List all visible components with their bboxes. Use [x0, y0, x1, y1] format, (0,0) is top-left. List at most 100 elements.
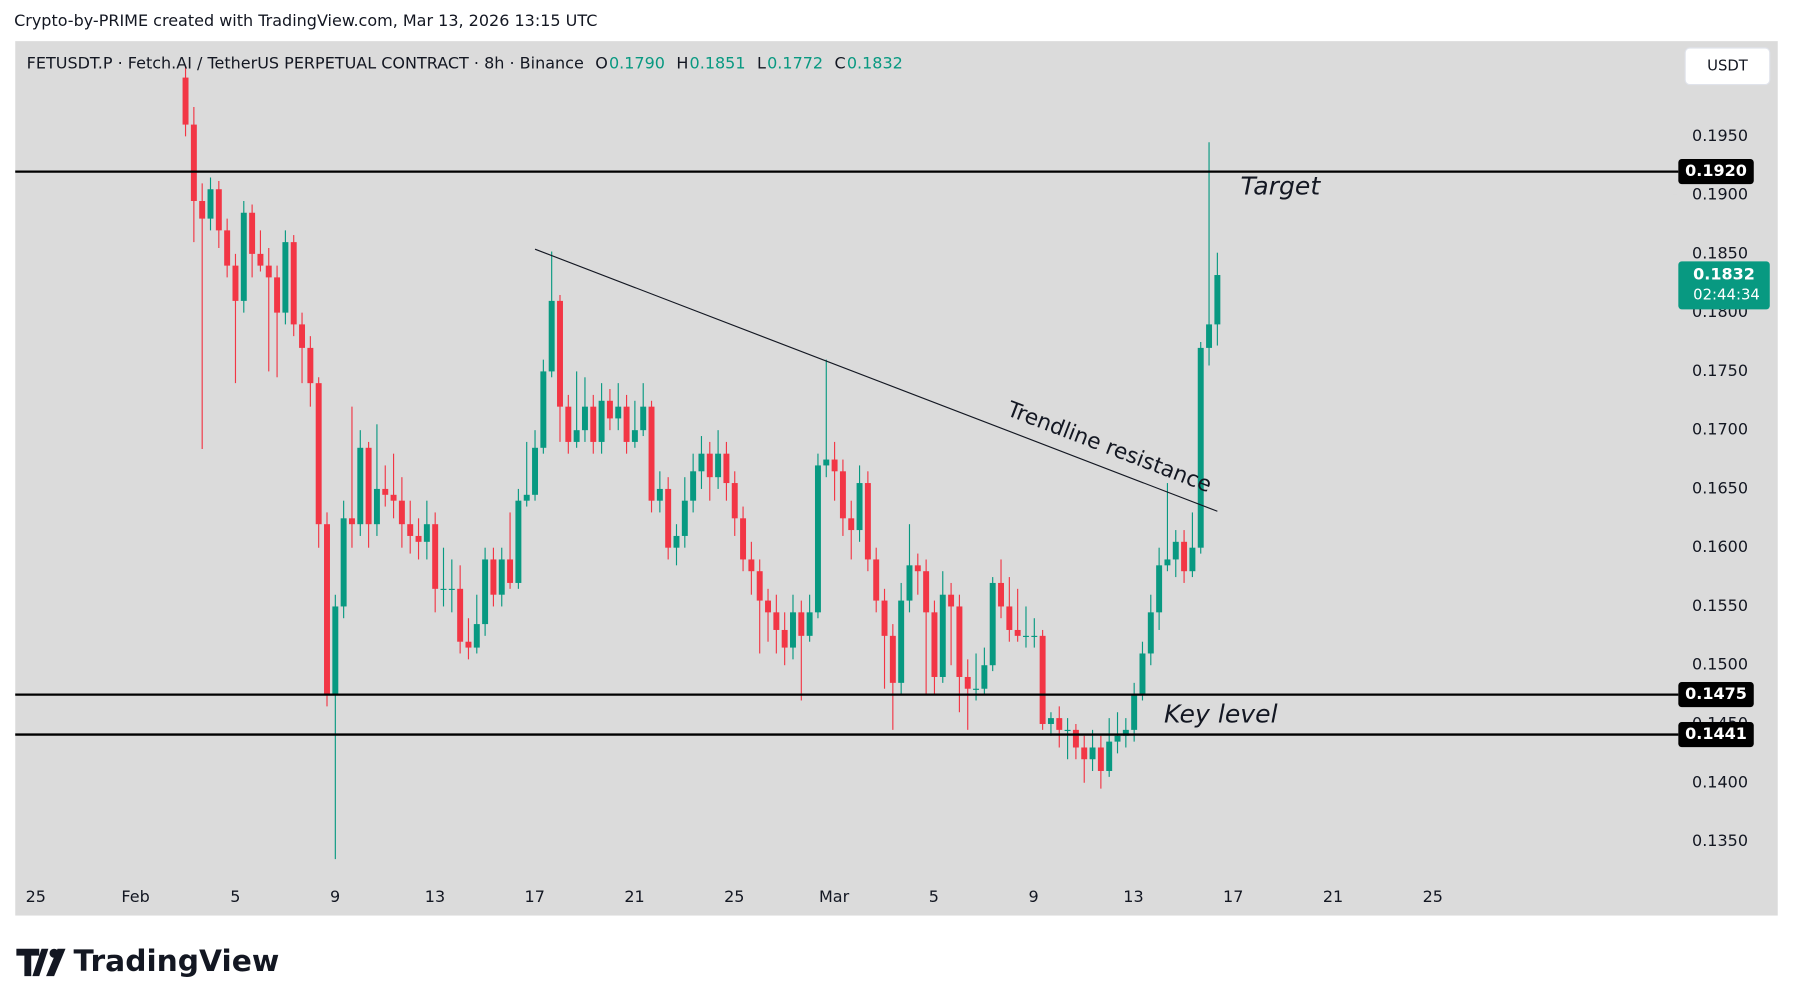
annotation: Key level: [1164, 700, 1278, 729]
candle-body: [864, 483, 871, 560]
candle-body: [398, 500, 405, 525]
candle-body: [482, 559, 489, 625]
candle-body: [615, 406, 622, 419]
candle-body: [1031, 635, 1038, 637]
candle-body: [1181, 541, 1188, 572]
price-tag: [1678, 261, 1770, 310]
candle-body: [540, 371, 547, 448]
x-tick-label: 5: [230, 887, 240, 906]
candle-body: [1214, 275, 1221, 325]
x-tick-label: 13: [425, 887, 445, 906]
candle-body: [598, 400, 605, 442]
candle-body: [532, 447, 539, 495]
candle-body: [740, 518, 747, 560]
x-tick-label: 25: [724, 887, 744, 906]
candle-body: [1164, 559, 1171, 566]
x-tick-label: 9: [330, 887, 340, 906]
currency-button[interactable]: [1684, 47, 1771, 86]
level-tag: [1678, 721, 1754, 748]
candle-body: [665, 488, 672, 548]
trendline: [534, 248, 1218, 512]
ohlc-key: L: [757, 54, 766, 73]
y-tick-label: 0.1750: [1692, 361, 1748, 380]
candle-body: [523, 494, 530, 501]
candle-body: [432, 524, 439, 589]
candle-body: [814, 465, 821, 613]
candle-body: [515, 500, 522, 583]
candle-body: [981, 665, 988, 689]
candle-body: [698, 453, 705, 472]
level-label: 0.1441: [1685, 724, 1747, 743]
candle-body: [1114, 735, 1121, 742]
y-tick-label: 0.1850: [1692, 243, 1748, 262]
candle-body: [1006, 606, 1013, 630]
candle-body: [348, 518, 355, 525]
ohlc-value: 0.1790: [609, 54, 665, 73]
candle-body: [948, 594, 955, 607]
y-tick-label: 0.1600: [1692, 537, 1748, 556]
y-tick-label: 0.1350: [1692, 831, 1748, 850]
candle-body: [498, 559, 505, 595]
candle-body: [964, 676, 971, 689]
candle-body: [332, 606, 339, 695]
x-tick-label: 9: [1029, 887, 1039, 906]
candle-body: [873, 559, 880, 601]
x-tick-label: 17: [1223, 887, 1243, 906]
candle-body: [781, 629, 788, 648]
candle-body: [881, 600, 888, 636]
symbol: FETUSDT.P · Fetch.AI / TetherUS PERPETUA…: [27, 54, 584, 73]
candle-body: [357, 447, 364, 525]
plot-background: [15, 41, 1778, 916]
y-tick-label: 0.1650: [1692, 478, 1748, 497]
candle-body: [557, 300, 563, 407]
candle-body: [1056, 718, 1063, 730]
candle-body: [914, 565, 921, 572]
candle-body: [839, 471, 846, 519]
candle-body: [232, 265, 239, 301]
candle-body: [440, 588, 447, 590]
x-tick-label: Feb: [121, 887, 149, 906]
candle-body: [606, 400, 613, 419]
annotation: Target: [1241, 171, 1322, 200]
candle-body: [507, 559, 514, 583]
y-tick-label: 0.1500: [1692, 655, 1748, 674]
candle-body: [831, 459, 838, 472]
candle-body: [798, 612, 805, 636]
candle-body: [299, 324, 306, 348]
candle-body: [190, 124, 197, 201]
ohlc-value: 0.1851: [690, 54, 746, 73]
logo-icon-part: [46, 948, 66, 977]
candle-body: [1197, 347, 1204, 548]
candle-body: [856, 483, 863, 531]
x-tick-label: 21: [1323, 887, 1343, 906]
candle-body: [1047, 718, 1054, 724]
y-tick-label: 0.1950: [1692, 126, 1748, 145]
candle-body: [1206, 324, 1213, 348]
candle-body: [365, 447, 372, 525]
candle-body: [765, 600, 771, 613]
candle-body: [465, 641, 472, 648]
candle-body: [1172, 541, 1179, 560]
candle-body: [1147, 612, 1154, 654]
level-tag: [1678, 682, 1754, 708]
candle-body: [457, 588, 464, 642]
candle-body: [656, 488, 663, 501]
candle-body: [673, 535, 680, 548]
candle-body: [998, 582, 1004, 607]
x-tick-label: 21: [624, 887, 644, 906]
candle-body: [573, 430, 580, 442]
ohlc-key: C: [835, 54, 846, 73]
candle-body: [415, 535, 422, 542]
candle-body: [631, 430, 638, 442]
candle-body: [1156, 565, 1163, 613]
candle-body: [199, 200, 206, 219]
candle-body: [723, 453, 730, 484]
countdown: 02:44:34: [1693, 286, 1760, 304]
x-tick-label: 25: [26, 887, 46, 906]
currency-label[interactable]: USDT: [1707, 56, 1749, 74]
candle-body: [1064, 729, 1071, 732]
candle-body: [265, 265, 272, 278]
candle-body: [1023, 635, 1029, 637]
candle-body: [773, 612, 780, 630]
